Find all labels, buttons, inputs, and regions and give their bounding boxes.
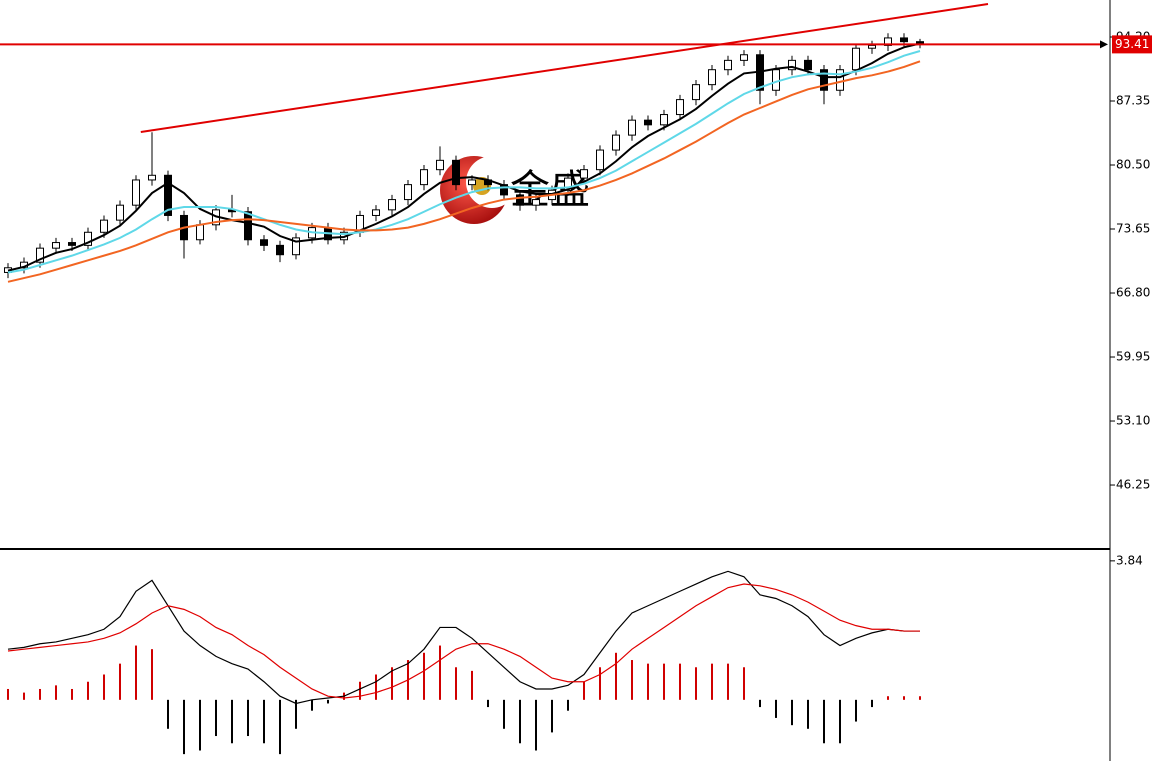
candle-body [132, 179, 140, 206]
candle-body [372, 209, 380, 216]
candle-body [36, 247, 44, 263]
candle-body [276, 244, 284, 256]
price-pane [4, 33, 924, 283]
price-arrow [1100, 40, 1108, 49]
y-tick-label: 59.95 [1116, 350, 1150, 364]
candle-body [84, 231, 92, 246]
macd-line [7, 583, 920, 699]
candle-body [692, 84, 700, 101]
candle-body [116, 204, 124, 221]
candle-body [436, 159, 444, 171]
candle-body [52, 242, 60, 249]
candle-body [468, 179, 476, 186]
moving-average [7, 42, 921, 272]
candle-body [260, 239, 268, 246]
y-tick-label: 73.65 [1116, 222, 1150, 236]
y-tick-label: 3.84 [1116, 553, 1143, 567]
candle-body [884, 37, 892, 46]
candle-body [404, 184, 412, 201]
candle-body [660, 114, 668, 126]
candle-body [644, 119, 652, 126]
candle-body [532, 199, 540, 206]
y-tick-label: 66.80 [1116, 286, 1150, 300]
y-tick-label: 87.35 [1116, 94, 1150, 108]
price-tag [1112, 35, 1152, 54]
candle-body [244, 211, 252, 241]
candle-body [596, 149, 604, 171]
candle-body [772, 69, 780, 91]
moving-average [7, 50, 921, 274]
candle-body [852, 47, 860, 71]
candle-body [628, 119, 636, 136]
candle-body [820, 69, 828, 91]
y-tick-label: 80.50 [1116, 158, 1150, 172]
candle-body [740, 54, 748, 61]
candle-body [836, 69, 844, 91]
macd-line [7, 570, 920, 705]
y-tick-label: 53.10 [1116, 414, 1150, 428]
candle-body [164, 174, 172, 216]
candle-body [148, 174, 156, 181]
candle-body [388, 199, 396, 211]
candle-body [724, 59, 732, 71]
candle-body [420, 169, 428, 186]
moving-average [7, 60, 921, 283]
candle-body [788, 59, 796, 71]
trendline [140, 3, 989, 134]
candle-body [868, 44, 876, 49]
candle-body [676, 99, 684, 116]
candle-body [708, 69, 716, 86]
candle-body [580, 169, 588, 179]
price-tag-label: 93.41 [1115, 37, 1149, 51]
candle-body [100, 219, 108, 233]
y-tick-label: 46.25 [1116, 478, 1150, 492]
candle-body [452, 159, 460, 186]
candle-body [516, 194, 524, 206]
candle-body [804, 59, 812, 71]
candle-body [612, 134, 620, 151]
candle-body [68, 242, 76, 246]
candle-body [900, 37, 908, 43]
candle-body [292, 237, 300, 256]
candle-body [196, 224, 204, 241]
